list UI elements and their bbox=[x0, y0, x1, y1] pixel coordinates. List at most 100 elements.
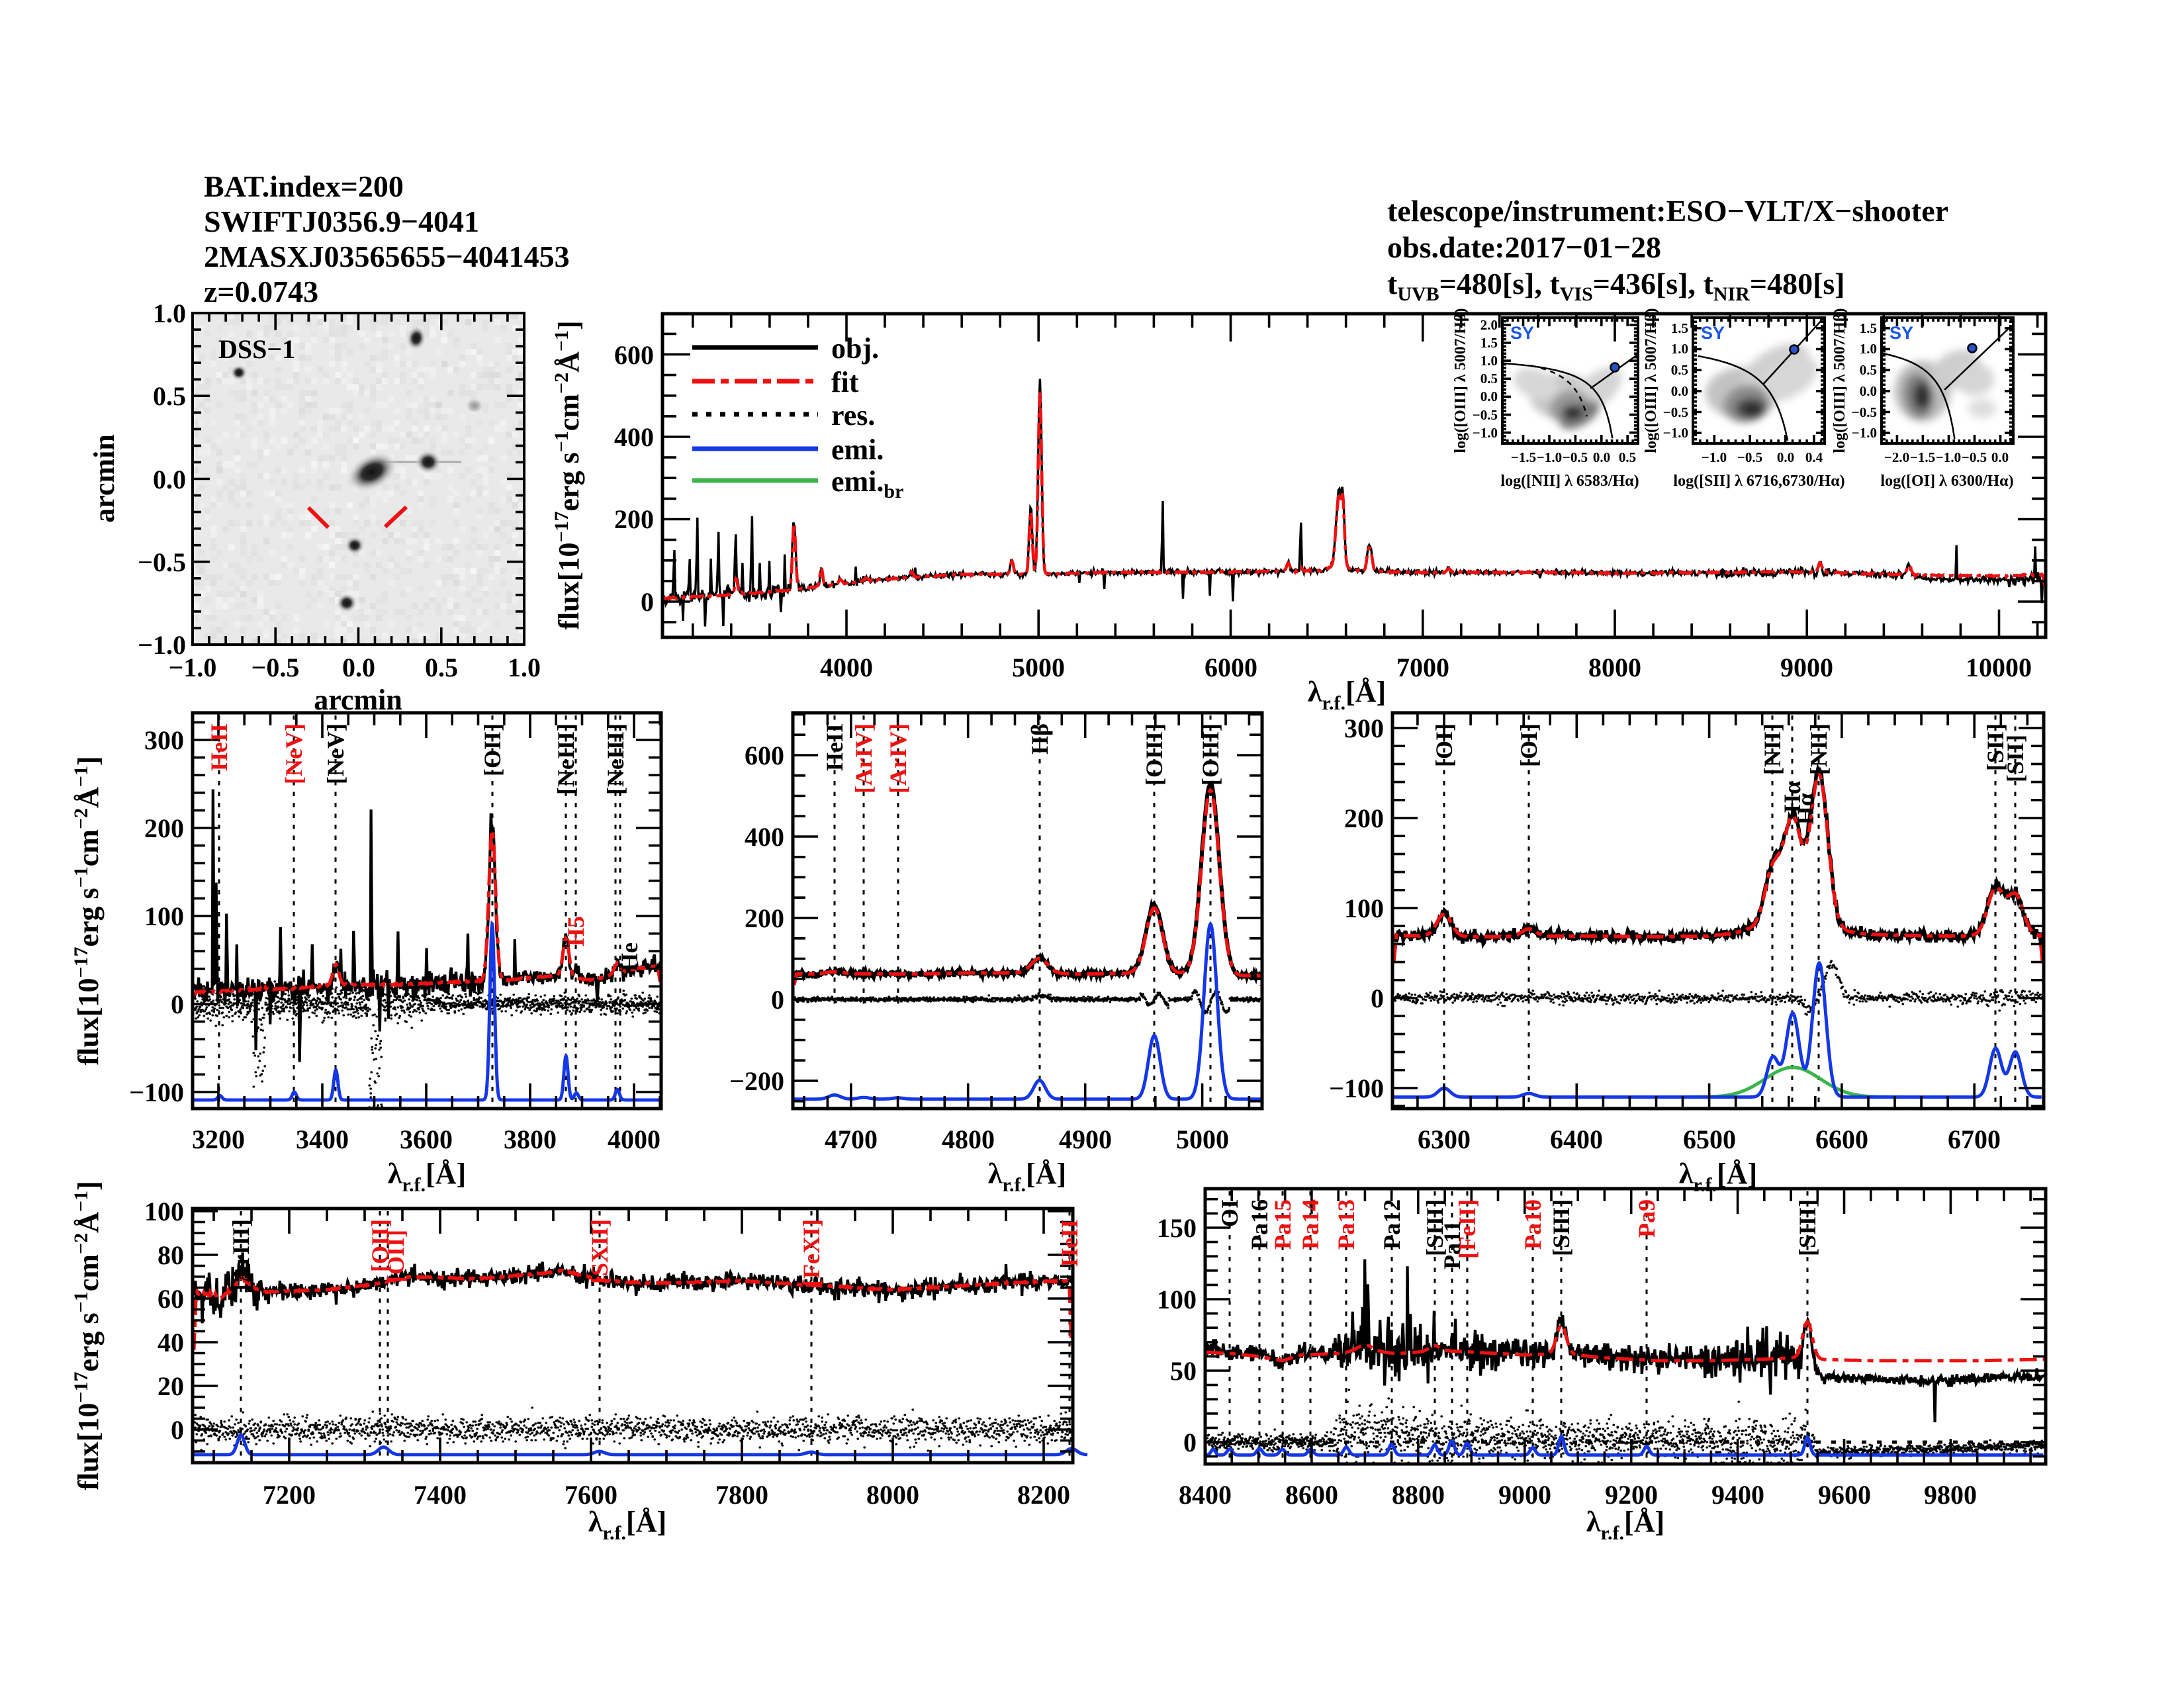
svg-text:SWIFTJ0356.9−4041: SWIFTJ0356.9−4041 bbox=[204, 205, 479, 238]
svg-text:Pa13: Pa13 bbox=[1333, 1199, 1359, 1250]
svg-text:−2.0: −2.0 bbox=[1884, 449, 1909, 465]
svg-text:7000: 7000 bbox=[1396, 653, 1449, 682]
svg-text:−0.5: −0.5 bbox=[1563, 449, 1588, 465]
svg-text:7800: 7800 bbox=[715, 1480, 768, 1510]
svg-text:1.5: 1.5 bbox=[1671, 320, 1688, 336]
svg-text:−1.0: −1.0 bbox=[1473, 425, 1498, 441]
svg-text:0.0: 0.0 bbox=[153, 465, 186, 494]
svg-text:10000: 10000 bbox=[1966, 653, 2032, 682]
svg-text:200: 200 bbox=[1344, 803, 1384, 833]
svg-text:300: 300 bbox=[1344, 713, 1384, 743]
svg-text:0: 0 bbox=[771, 985, 784, 1015]
svg-text:log([OIII] λ 5007/Hβ): log([OIII] λ 5007/Hβ) bbox=[1831, 308, 1848, 453]
svg-text:Hα: Hα bbox=[1792, 793, 1819, 825]
svg-text:0: 0 bbox=[1371, 983, 1384, 1013]
svg-text:log([SII] λ 6716,6730/Hα): log([SII] λ 6716,6730/Hα) bbox=[1673, 473, 1844, 490]
svg-text:[OIII]: [OIII] bbox=[1197, 723, 1224, 786]
svg-text:9200: 9200 bbox=[1605, 1480, 1658, 1510]
svg-text:[FeII]: [FeII] bbox=[1454, 1199, 1480, 1259]
svg-text:HeII: HeII bbox=[821, 723, 848, 771]
svg-text:−200: −200 bbox=[729, 1066, 784, 1096]
svg-text:[NeV]: [NeV] bbox=[322, 723, 349, 784]
svg-text:Pa16: Pa16 bbox=[1246, 1199, 1273, 1250]
svg-text:8600: 8600 bbox=[1285, 1480, 1338, 1510]
svg-text:−0.5: −0.5 bbox=[1962, 449, 1987, 465]
svg-text:7200: 7200 bbox=[263, 1480, 316, 1510]
svg-text:Pa11: Pa11 bbox=[1439, 1220, 1465, 1269]
svg-text:obs.date:2017−01−28: obs.date:2017−01−28 bbox=[1387, 230, 1661, 264]
svg-text:0: 0 bbox=[171, 989, 184, 1019]
svg-text:SY: SY bbox=[1510, 323, 1534, 343]
svg-text:−0.5: −0.5 bbox=[1473, 407, 1498, 423]
svg-text:600: 600 bbox=[614, 340, 654, 370]
svg-text:8200: 8200 bbox=[1017, 1480, 1070, 1510]
svg-text:log([NII] λ 6583/Hα): log([NII] λ 6583/Hα) bbox=[1500, 473, 1639, 490]
svg-text:λr.f.[Å]: λr.f.[Å] bbox=[1308, 676, 1386, 714]
svg-text:0.5: 0.5 bbox=[1671, 362, 1688, 378]
svg-text:4700: 4700 bbox=[825, 1124, 878, 1154]
svg-text:−1.5: −1.5 bbox=[1910, 449, 1935, 465]
svg-text:HeII: HeII bbox=[206, 723, 232, 771]
svg-text:[OI]: [OI] bbox=[1431, 723, 1457, 767]
svg-text:0: 0 bbox=[641, 587, 654, 617]
svg-text:3800: 3800 bbox=[504, 1124, 557, 1154]
svg-text:9000: 9000 bbox=[1780, 653, 1833, 682]
svg-text:0.0: 0.0 bbox=[1671, 383, 1688, 399]
svg-text:1.0: 1.0 bbox=[153, 298, 186, 328]
svg-text:flux[10−17erg s−1cm−2Å−1]: flux[10−17erg s−1cm−2Å−1] bbox=[551, 320, 585, 629]
svg-text:λr.f.[Å]: λr.f.[Å] bbox=[388, 1158, 466, 1196]
svg-text:3600: 3600 bbox=[400, 1124, 453, 1154]
svg-text:−100: −100 bbox=[1329, 1074, 1384, 1103]
svg-text:0.0: 0.0 bbox=[1480, 388, 1498, 404]
svg-text:[ArIV]: [ArIV] bbox=[885, 723, 911, 794]
svg-text:40: 40 bbox=[158, 1328, 184, 1357]
svg-text:−100: −100 bbox=[129, 1077, 184, 1107]
svg-text:6500: 6500 bbox=[1683, 1124, 1736, 1154]
svg-text:[SII]: [SII] bbox=[1982, 723, 2009, 771]
svg-text:7400: 7400 bbox=[414, 1480, 467, 1510]
svg-text:9800: 9800 bbox=[1924, 1480, 1977, 1510]
svg-text:6000: 6000 bbox=[1205, 653, 1257, 682]
svg-text:600: 600 bbox=[745, 741, 784, 770]
svg-text:BAT.index=200: BAT.index=200 bbox=[204, 169, 404, 203]
svg-text:emi.: emi. bbox=[831, 434, 884, 466]
svg-text:0.0: 0.0 bbox=[342, 653, 375, 682]
svg-text:fit: fit bbox=[831, 366, 859, 398]
svg-text:400: 400 bbox=[745, 822, 784, 852]
svg-text:log([OIII] λ 5007/Hβ): log([OIII] λ 5007/Hβ) bbox=[1643, 308, 1660, 453]
svg-text:Pa15: Pa15 bbox=[1269, 1199, 1296, 1250]
svg-text:0.5: 0.5 bbox=[1619, 449, 1636, 465]
svg-text:4000: 4000 bbox=[820, 653, 873, 682]
svg-text:6700: 6700 bbox=[1948, 1124, 2001, 1154]
svg-text:Pa14: Pa14 bbox=[1297, 1199, 1324, 1250]
svg-text:−1.0: −1.0 bbox=[1852, 425, 1877, 441]
svg-text:1.5: 1.5 bbox=[1860, 320, 1877, 336]
svg-text:0.4: 0.4 bbox=[1805, 449, 1823, 465]
svg-text:8800: 8800 bbox=[1392, 1480, 1445, 1510]
svg-text:0: 0 bbox=[1183, 1428, 1197, 1457]
svg-text:1.0: 1.0 bbox=[1671, 341, 1688, 357]
svg-text:[NII]: [NII] bbox=[1805, 723, 1832, 775]
svg-text:log([OI] λ 6300/Hα): log([OI] λ 6300/Hα) bbox=[1880, 473, 2013, 490]
svg-text:0.0: 0.0 bbox=[1991, 449, 2009, 465]
svg-text:[SII]: [SII] bbox=[2002, 735, 2028, 782]
svg-text:4900: 4900 bbox=[1059, 1124, 1112, 1154]
svg-text:1.0: 1.0 bbox=[508, 653, 541, 682]
svg-text:H5: H5 bbox=[563, 916, 589, 946]
svg-text:9000: 9000 bbox=[1498, 1480, 1551, 1510]
svg-text:[OII]: [OII] bbox=[367, 1219, 393, 1272]
svg-text:tUVB=480[s], tVIS=436[s], tN: tUVB=480[s], tVIS=436[s], tNIR=480[s] bbox=[1387, 267, 1845, 305]
svg-text:[SIII]: [SIII] bbox=[1422, 1199, 1448, 1256]
svg-text:50: 50 bbox=[1170, 1356, 1197, 1386]
svg-text:7600: 7600 bbox=[565, 1480, 617, 1510]
svg-text:0.5: 0.5 bbox=[153, 381, 186, 411]
svg-text:6300: 6300 bbox=[1418, 1124, 1471, 1154]
svg-text:[OIII]: [OIII] bbox=[1141, 723, 1167, 786]
svg-text:8000: 8000 bbox=[866, 1480, 919, 1510]
svg-text:80: 80 bbox=[158, 1240, 184, 1270]
svg-text:150: 150 bbox=[1157, 1213, 1197, 1243]
svg-text:−0.5: −0.5 bbox=[138, 547, 186, 577]
svg-text:200: 200 bbox=[745, 903, 784, 933]
svg-text:obj.: obj. bbox=[831, 332, 879, 365]
svg-text:1.0: 1.0 bbox=[1480, 353, 1498, 369]
